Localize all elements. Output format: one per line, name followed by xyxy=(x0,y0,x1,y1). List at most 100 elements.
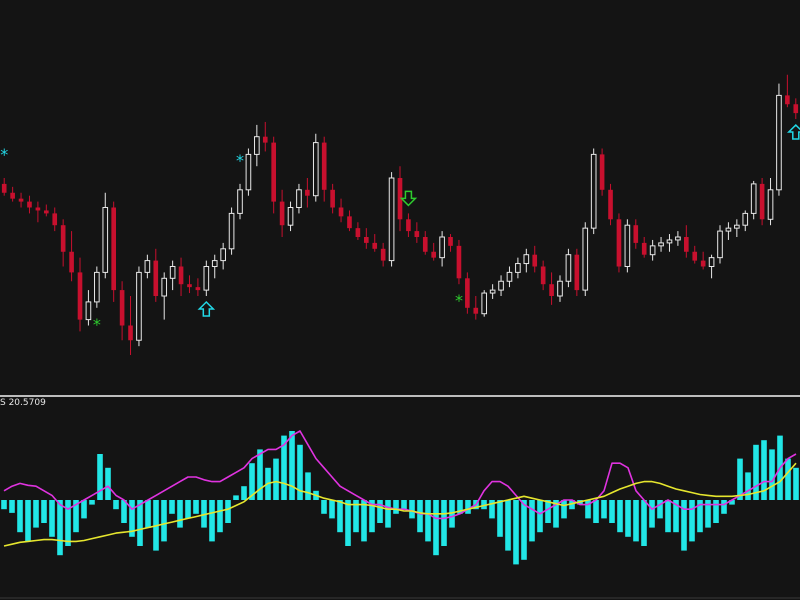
histogram-bar xyxy=(513,500,519,565)
candle-body-bull xyxy=(203,266,210,291)
histogram-bar xyxy=(17,500,23,533)
histogram-bar xyxy=(257,449,263,500)
candle-body-bear xyxy=(279,201,285,226)
histogram-bar xyxy=(177,500,183,528)
candle-body-bear xyxy=(364,237,369,243)
candle-body-bear xyxy=(321,142,327,190)
histogram-bar xyxy=(161,500,167,542)
candle-body-bear xyxy=(60,225,66,252)
candle-body-bull xyxy=(734,224,740,229)
candle-body-bull xyxy=(742,212,749,226)
histogram-bar xyxy=(721,500,727,514)
histogram-bar xyxy=(593,500,599,523)
candle-body-bull xyxy=(590,153,597,229)
histogram-bar xyxy=(761,440,767,500)
candle-body-bull xyxy=(102,207,109,273)
candle-body-bear xyxy=(35,207,41,211)
candle-body-bear xyxy=(574,254,580,291)
candle-body-bear xyxy=(406,219,411,232)
histogram-bar xyxy=(385,500,391,528)
candle-body-bear xyxy=(785,95,790,105)
histogram-bar xyxy=(649,500,655,528)
arrow-down-icon xyxy=(399,190,418,207)
histogram-bar xyxy=(57,500,63,556)
histogram-bar xyxy=(785,458,791,500)
histogram-bar xyxy=(369,500,375,533)
histogram-bar xyxy=(617,500,623,533)
histogram-bar xyxy=(609,500,615,523)
candle-body-bull xyxy=(489,289,496,294)
signal-line-magenta xyxy=(3,430,797,520)
histogram-bar xyxy=(329,500,335,519)
histogram-bar xyxy=(657,500,663,519)
histogram-bar xyxy=(65,500,71,546)
candle-body-bear xyxy=(473,307,479,314)
histogram-bar xyxy=(121,500,127,523)
histogram-bar xyxy=(233,495,239,500)
candle-body-bear xyxy=(397,178,403,220)
candle-body-bear xyxy=(271,142,276,202)
candle-body-bear xyxy=(456,245,462,279)
candle-body-bull xyxy=(312,142,319,197)
histogram-bar xyxy=(625,500,631,537)
histogram-bar xyxy=(481,500,487,510)
candle-body-bull xyxy=(237,189,243,214)
candle-body-bear xyxy=(77,272,83,320)
candle-body-bull xyxy=(481,292,488,315)
histogram-bar xyxy=(753,444,759,500)
histogram-bar xyxy=(345,500,351,546)
signal-star-icon: * xyxy=(0,145,8,164)
candle-body-bear xyxy=(633,225,639,243)
histogram-bar xyxy=(249,463,255,500)
arrow-up-icon xyxy=(786,123,800,140)
candle-body-bull xyxy=(708,257,715,267)
candle-body-bear xyxy=(380,248,386,261)
histogram-bar xyxy=(273,458,279,500)
candle-body-bull xyxy=(565,254,572,282)
candle-body-bull xyxy=(506,271,513,282)
candle-body-bear xyxy=(338,207,344,217)
candle-body-bear xyxy=(128,325,133,341)
candle-body-bear xyxy=(700,260,706,267)
histogram-bar xyxy=(305,472,311,500)
candle-body-bull xyxy=(94,271,100,303)
candle-body-bull xyxy=(439,236,445,259)
candle-body-bear xyxy=(27,201,32,208)
histogram-bar xyxy=(713,500,719,523)
histogram-bar xyxy=(377,500,383,523)
candle-body-bear xyxy=(372,242,378,249)
candle-body-bear xyxy=(1,183,7,193)
histogram-bar xyxy=(745,472,751,500)
candle-body-bull xyxy=(287,207,294,226)
candle-body-bear xyxy=(18,198,24,202)
candle-body-bear xyxy=(305,189,310,196)
candle-body-bear xyxy=(69,251,74,273)
histogram-bar xyxy=(321,500,327,514)
histogram-bar xyxy=(489,500,495,519)
candle-body-bull xyxy=(649,245,656,256)
histogram-bar xyxy=(705,500,711,528)
candle-body-bear xyxy=(347,216,352,229)
candle-body-bear xyxy=(153,260,159,296)
histogram-bar xyxy=(97,454,103,500)
candle-body-bull xyxy=(388,177,395,262)
histogram-bar xyxy=(137,500,143,546)
histogram-bar xyxy=(553,500,559,528)
candle-body-bear xyxy=(355,228,361,237)
histogram-bar xyxy=(529,500,535,542)
candle-body-bear xyxy=(616,219,622,267)
histogram-bar xyxy=(561,500,567,519)
candle-body-bull xyxy=(725,227,732,232)
histogram-bar xyxy=(793,467,799,500)
histogram-bar xyxy=(41,500,47,523)
signal-star-icon: * xyxy=(93,315,101,334)
histogram-bar xyxy=(113,500,119,510)
candle-body-bear xyxy=(119,290,125,326)
histogram-bar xyxy=(729,500,735,505)
histogram-bar xyxy=(537,500,543,533)
candle-body-bull xyxy=(666,239,673,244)
candle-body-bear xyxy=(549,284,554,296)
histogram-bar xyxy=(465,500,471,514)
histogram-bar xyxy=(425,500,431,542)
